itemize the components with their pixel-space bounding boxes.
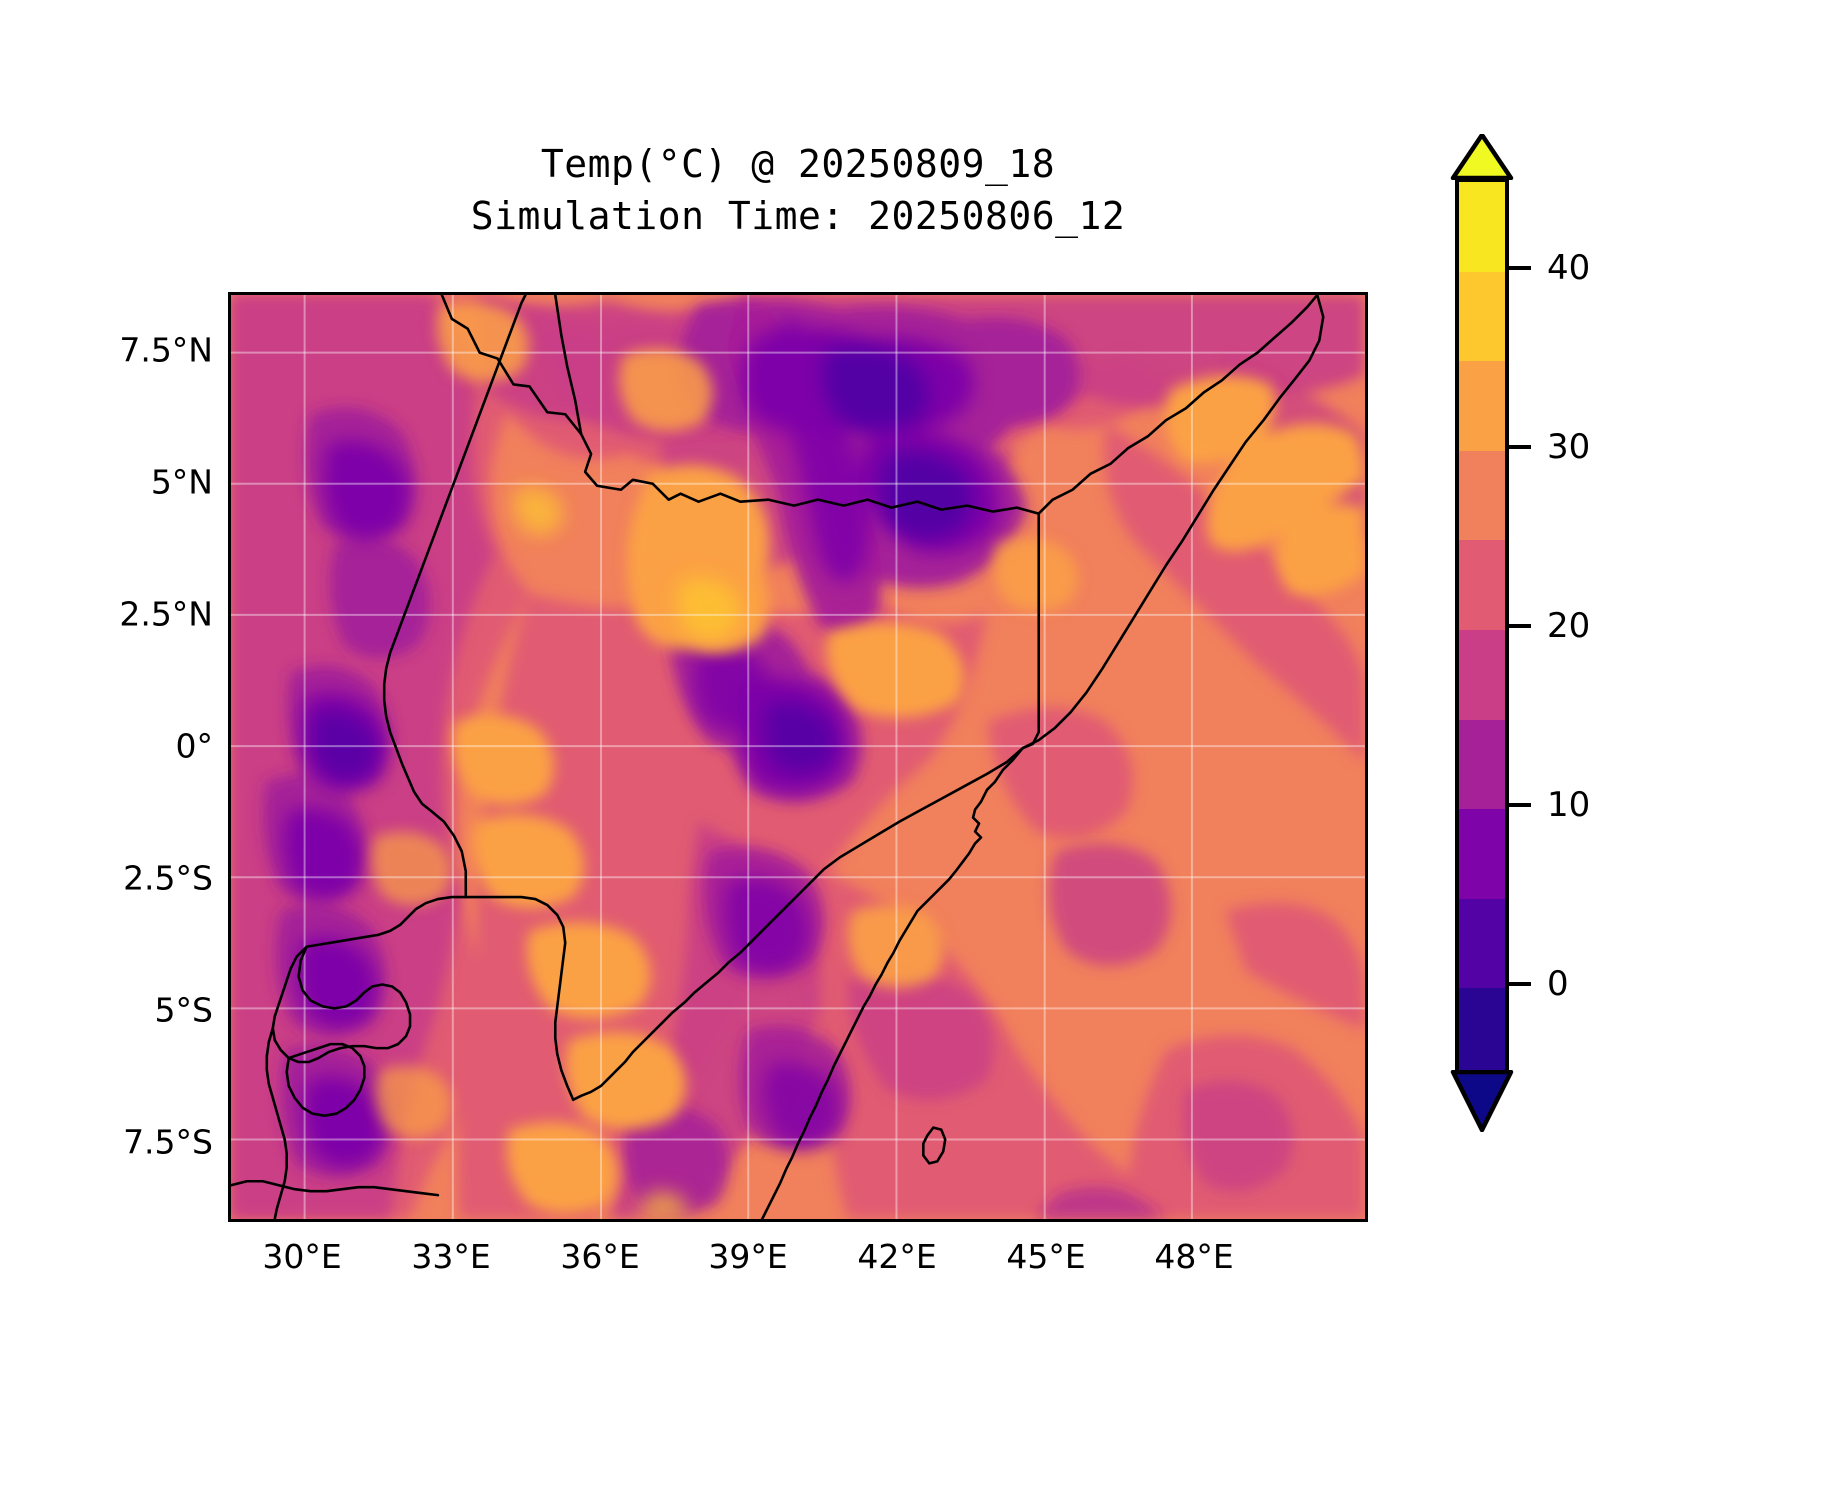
xtick-label-5: 45°E [1006, 1237, 1086, 1276]
xtick [603, 1219, 605, 1222]
xtick-label-2: 36°E [560, 1237, 640, 1276]
colorbar-label-10: 10 [1547, 785, 1591, 826]
ytick [228, 749, 231, 751]
ytick-label-2: 2.5°N [119, 594, 213, 634]
colorbar-over-arrow [1450, 134, 1514, 180]
xtick-label-3: 39°E [708, 1237, 788, 1276]
map-plot-area [228, 292, 1368, 1222]
colorbar-tick-40 [1509, 265, 1531, 270]
ytick-label-5: 5°S [154, 990, 213, 1030]
colorbar-tick-0 [1509, 982, 1531, 987]
ytick-label-1: 5°N [150, 462, 213, 502]
country-borders [231, 295, 1325, 1219]
colorbar-under-arrow [1450, 1070, 1514, 1132]
colorbar-band-30-35 [1459, 361, 1505, 451]
xtick-label-1: 33°E [411, 1237, 491, 1276]
colorbar-tick-30 [1509, 444, 1531, 449]
colorbar-band-0-5 [1459, 898, 1505, 989]
colorbar-band-5-10 [1459, 809, 1505, 899]
ytick [228, 485, 231, 487]
ytick [228, 881, 231, 883]
colorbar-band-10-15 [1459, 719, 1505, 810]
xtick [751, 1219, 753, 1222]
ytick-label-6: 7.5°S [123, 1122, 213, 1162]
title-line-secondary: Simulation Time: 20250806_12 [470, 194, 1126, 238]
colorbar-band-25-30 [1459, 450, 1505, 541]
colorbar-band-35-40 [1459, 271, 1505, 362]
colorbar-band-40-45 [1459, 182, 1505, 272]
xtick [1197, 1219, 1199, 1222]
ytick [228, 1013, 231, 1015]
xtick [454, 1219, 456, 1222]
colorbar-label-30: 30 [1547, 426, 1591, 467]
colorbar-band-15-20 [1459, 630, 1505, 720]
xtick-label-0: 30°E [262, 1237, 342, 1276]
colorbar-band-neg5-0 [1459, 988, 1505, 1078]
colorbar-tick-20 [1509, 624, 1531, 628]
colorbar: 40 30 20 10 0 [1450, 134, 1785, 1328]
colorbar-label-40: 40 [1547, 247, 1591, 288]
colorbar-label-0: 0 [1547, 964, 1569, 1005]
colorbar-label-20: 20 [1547, 606, 1591, 646]
temperature-field [231, 295, 1365, 1219]
xtick [305, 1219, 307, 1222]
colorbar-tick-10 [1509, 803, 1531, 808]
ytick-label-4: 2.5°S [123, 858, 213, 898]
xtick [1049, 1219, 1051, 1222]
ytick-label-3: 0° [175, 726, 214, 766]
xtick [900, 1219, 902, 1222]
ytick [228, 353, 231, 355]
colorbar-band-20-25 [1459, 540, 1505, 630]
xtick-label-6: 48°E [1154, 1237, 1234, 1276]
ytick [228, 617, 231, 619]
xtick-label-4: 42°E [857, 1237, 937, 1276]
map-gridlines [231, 295, 1365, 1219]
chart-title: Temp(°C) @ 20250809_18 Simulation Time: … [228, 138, 1368, 242]
title-line-primary: Temp(°C) @ 20250809_18 [540, 142, 1056, 186]
ytick [228, 1145, 231, 1147]
ytick-label-0: 7.5°N [119, 330, 213, 370]
colorbar-gradient [1455, 178, 1509, 1078]
